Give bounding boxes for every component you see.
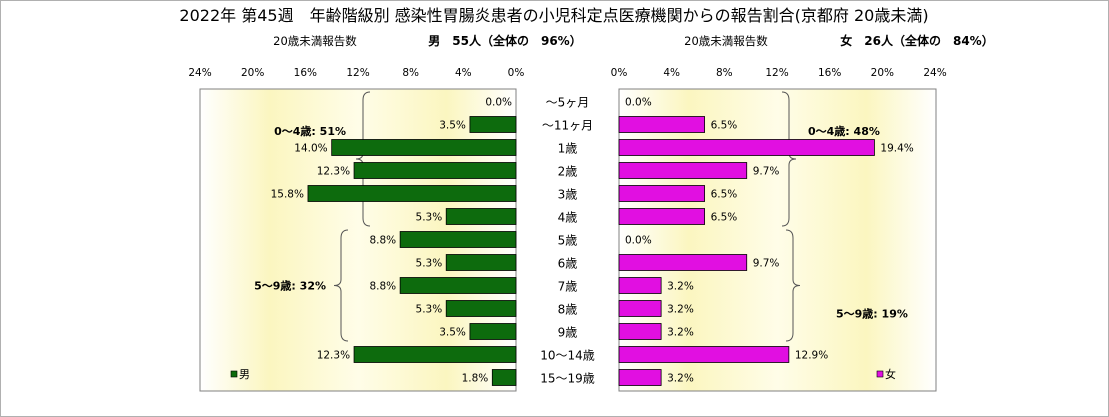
data-label-female: 12.9% bbox=[795, 350, 828, 362]
bar-male bbox=[307, 185, 517, 202]
right-subtitle-count: 20歳未満報告数 bbox=[684, 34, 768, 48]
data-label-male: 12.3% bbox=[317, 166, 350, 178]
x-tick-label-left: 24% bbox=[188, 67, 211, 79]
bar-male bbox=[399, 277, 517, 294]
bar-female bbox=[618, 300, 662, 317]
category-label: 2歳 bbox=[558, 165, 578, 179]
bar-female bbox=[618, 162, 748, 179]
bar-male bbox=[353, 346, 517, 363]
group-label-male-5-9: 5～9歳: 32% bbox=[254, 279, 326, 293]
group-label-male-0-4: 0～4歳: 51% bbox=[274, 124, 346, 138]
right-plot-area bbox=[618, 88, 937, 392]
data-label-male: 3.5% bbox=[439, 120, 466, 132]
legend-label-male: 男 bbox=[239, 368, 250, 381]
x-tick-label-right: 4% bbox=[663, 67, 680, 79]
x-tick-label-left: 12% bbox=[346, 67, 369, 79]
category-label: 4歳 bbox=[558, 211, 578, 225]
legend-swatch-male bbox=[230, 370, 238, 378]
left-subtitle-count: 20歳未満報告数 bbox=[273, 34, 357, 48]
x-tick-label-left: 0% bbox=[508, 67, 525, 79]
data-label-female: 19.4% bbox=[880, 143, 913, 155]
data-label-female: 9.7% bbox=[753, 258, 780, 270]
x-tick-label-right: 12% bbox=[765, 67, 788, 79]
data-label-male: 8.8% bbox=[369, 281, 396, 293]
bar-female bbox=[618, 346, 790, 363]
data-label-male: 5.3% bbox=[416, 304, 443, 316]
bar-male bbox=[399, 231, 517, 248]
data-label-male: 3.5% bbox=[439, 327, 466, 339]
data-label-female: 3.2% bbox=[667, 327, 694, 339]
x-tick-label-right: 16% bbox=[818, 67, 841, 79]
data-label-female: 6.5% bbox=[711, 120, 738, 132]
bar-male bbox=[445, 300, 517, 317]
data-label-male: 5.3% bbox=[416, 212, 443, 224]
bar-female bbox=[618, 185, 705, 202]
bar-male bbox=[445, 208, 517, 225]
legend-swatch-female bbox=[876, 370, 884, 378]
bracket-female-group-0-4 bbox=[781, 91, 797, 227]
group-label-female-5-9: 5～9歳: 19% bbox=[836, 307, 908, 321]
x-tick-label-left: 20% bbox=[241, 67, 264, 79]
x-tick-label-left: 16% bbox=[294, 67, 317, 79]
data-label-male: 0.0% bbox=[485, 97, 512, 109]
bar-male bbox=[353, 162, 517, 179]
bar-female bbox=[618, 369, 662, 386]
category-label: 3歳 bbox=[558, 188, 578, 202]
data-label-female: 0.0% bbox=[625, 235, 652, 247]
x-tick-label-right: 24% bbox=[923, 67, 946, 79]
bar-female bbox=[618, 254, 748, 271]
category-label: 5歳 bbox=[558, 234, 578, 248]
data-label-female: 0.0% bbox=[625, 97, 652, 109]
data-label-male: 14.0% bbox=[294, 143, 327, 155]
left-subtitle-total: 男 55人（全体の 96%） bbox=[428, 33, 581, 48]
bar-female bbox=[618, 116, 705, 133]
data-label-female: 6.5% bbox=[711, 189, 738, 201]
data-label-female: 3.2% bbox=[667, 373, 694, 385]
bracket-female-group-5-9 bbox=[785, 229, 801, 342]
category-label: 15～19歳 bbox=[540, 372, 595, 386]
bar-male bbox=[469, 323, 517, 340]
x-tick-label-right: 8% bbox=[716, 67, 733, 79]
bar-female bbox=[618, 277, 662, 294]
data-label-female: 6.5% bbox=[711, 212, 738, 224]
bar-female bbox=[618, 323, 662, 340]
bracket-male-group-5-9 bbox=[333, 229, 349, 342]
data-label-male: 5.3% bbox=[416, 258, 443, 270]
bar-female bbox=[618, 208, 705, 225]
data-label-female: 3.2% bbox=[667, 304, 694, 316]
data-label-male: 15.8% bbox=[271, 189, 304, 201]
category-label: ～5ヶ月 bbox=[546, 96, 590, 110]
data-label-female: 3.2% bbox=[667, 281, 694, 293]
bar-female bbox=[618, 139, 875, 156]
data-label-male: 12.3% bbox=[317, 350, 350, 362]
x-tick-label-right: 0% bbox=[611, 67, 628, 79]
data-label-male: 8.8% bbox=[369, 235, 396, 247]
category-label: 7歳 bbox=[558, 280, 578, 294]
category-label: 1歳 bbox=[558, 142, 578, 156]
bar-male bbox=[445, 254, 517, 271]
data-label-female: 9.7% bbox=[753, 166, 780, 178]
category-label: 10～14歳 bbox=[540, 349, 595, 363]
x-tick-label-left: 4% bbox=[455, 67, 472, 79]
data-label-male: 1.8% bbox=[462, 373, 489, 385]
bar-male bbox=[469, 116, 517, 133]
category-label: 6歳 bbox=[558, 257, 578, 271]
bar-male bbox=[491, 369, 517, 386]
category-label: ～11ヶ月 bbox=[542, 119, 593, 133]
group-label-female-0-4: 0～4歳: 48% bbox=[808, 124, 880, 138]
bracket-male-group-0-4 bbox=[355, 91, 371, 227]
chart-title: 2022年 第45週 年齢階級別 感染性胃腸炎患者の小児科定点医療機関からの報告… bbox=[179, 6, 928, 25]
bar-male bbox=[331, 139, 517, 156]
x-tick-label-left: 8% bbox=[402, 67, 419, 79]
x-tick-label-right: 20% bbox=[871, 67, 894, 79]
category-label: 8歳 bbox=[558, 303, 578, 317]
legend-label-female: 女 bbox=[885, 367, 896, 381]
right-subtitle-total: 女 26人（全体の 84%） bbox=[840, 33, 993, 48]
category-label: 9歳 bbox=[558, 326, 578, 340]
